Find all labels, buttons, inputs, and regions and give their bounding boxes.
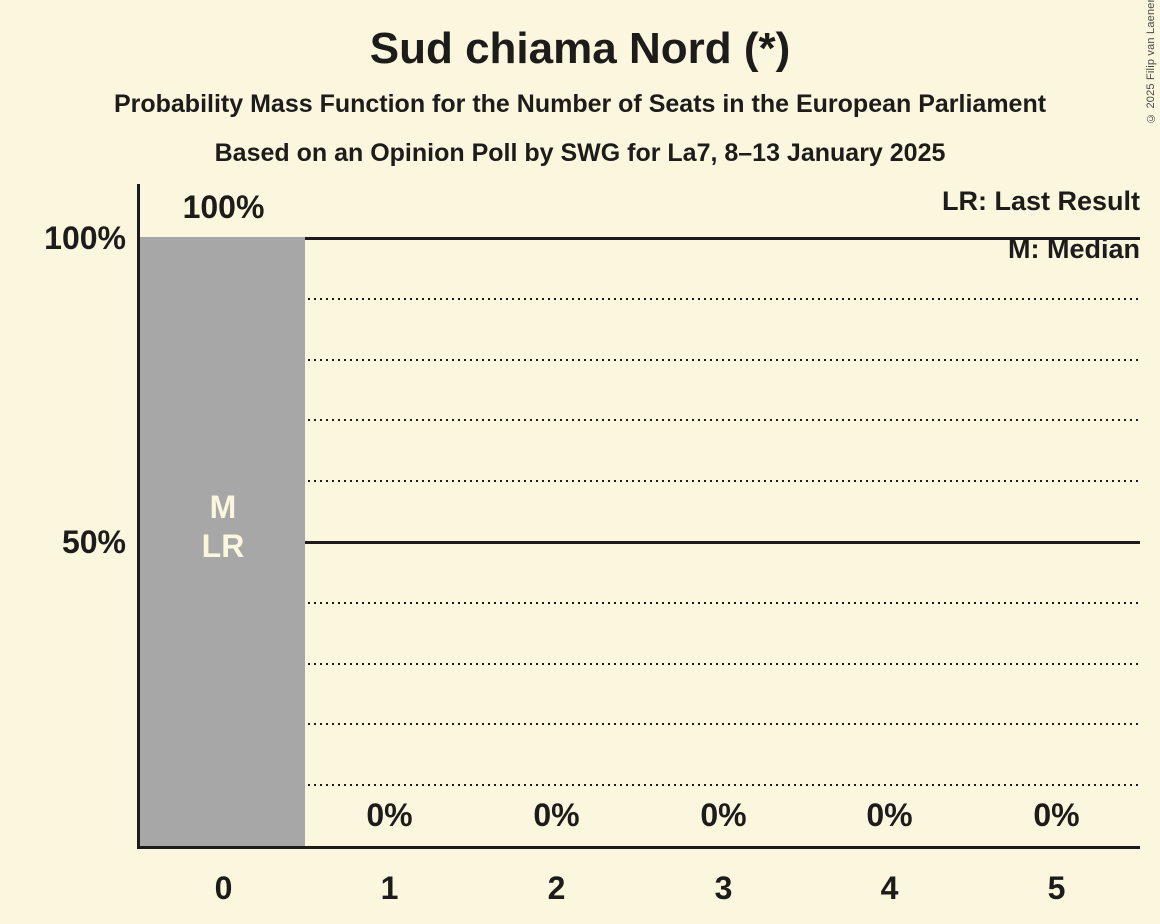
x-axis-line: [137, 846, 1140, 849]
gridline-100-solid: [140, 236, 1140, 240]
bar-annotation-median-lastresult: M LR: [201, 489, 245, 564]
x-tick-label-5: 5: [1047, 870, 1066, 906]
value-label-seat-5: 0%: [1033, 797, 1080, 833]
x-tick-label-3: 3: [714, 870, 733, 906]
value-label-seat-3: 0%: [700, 797, 747, 833]
bar-seat-0: [140, 237, 305, 846]
x-tick-label-0: 0: [214, 870, 233, 906]
gridline-60-dotted: [140, 480, 1140, 483]
gridline-10-dotted: [140, 784, 1140, 787]
legend-last-result: LR: Last Result: [941, 186, 1140, 216]
value-label-seat-4: 0%: [866, 797, 913, 833]
x-tick-label-1: 1: [380, 870, 399, 906]
chart-source-line: Based on an Opinion Poll by SWG for La7,…: [214, 139, 946, 167]
gridline-70-dotted: [140, 419, 1140, 422]
y-tick-label-100: 100%: [44, 220, 126, 256]
chart-title: Sud chiama Nord (*): [369, 24, 791, 73]
x-tick-label-4: 4: [880, 870, 899, 906]
gridline-90-dotted: [140, 297, 1140, 300]
value-label-seat-0: 100%: [182, 189, 265, 225]
y-tick-label-50: 50%: [61, 524, 126, 560]
legend-median: M: Median: [1008, 234, 1140, 264]
value-label-seat-1: 0%: [366, 797, 413, 833]
value-label-seat-2: 0%: [533, 797, 580, 833]
gridline-20-dotted: [140, 723, 1140, 726]
chart-subtitle: Probability Mass Function for the Number…: [113, 90, 1047, 118]
gridline-40-dotted: [140, 601, 1140, 604]
x-tick-label-2: 2: [547, 870, 566, 906]
gridline-30-dotted: [140, 662, 1140, 665]
y-axis-line: [137, 184, 140, 849]
gridline-50-solid: [140, 540, 1140, 544]
gridline-80-dotted: [140, 358, 1140, 361]
